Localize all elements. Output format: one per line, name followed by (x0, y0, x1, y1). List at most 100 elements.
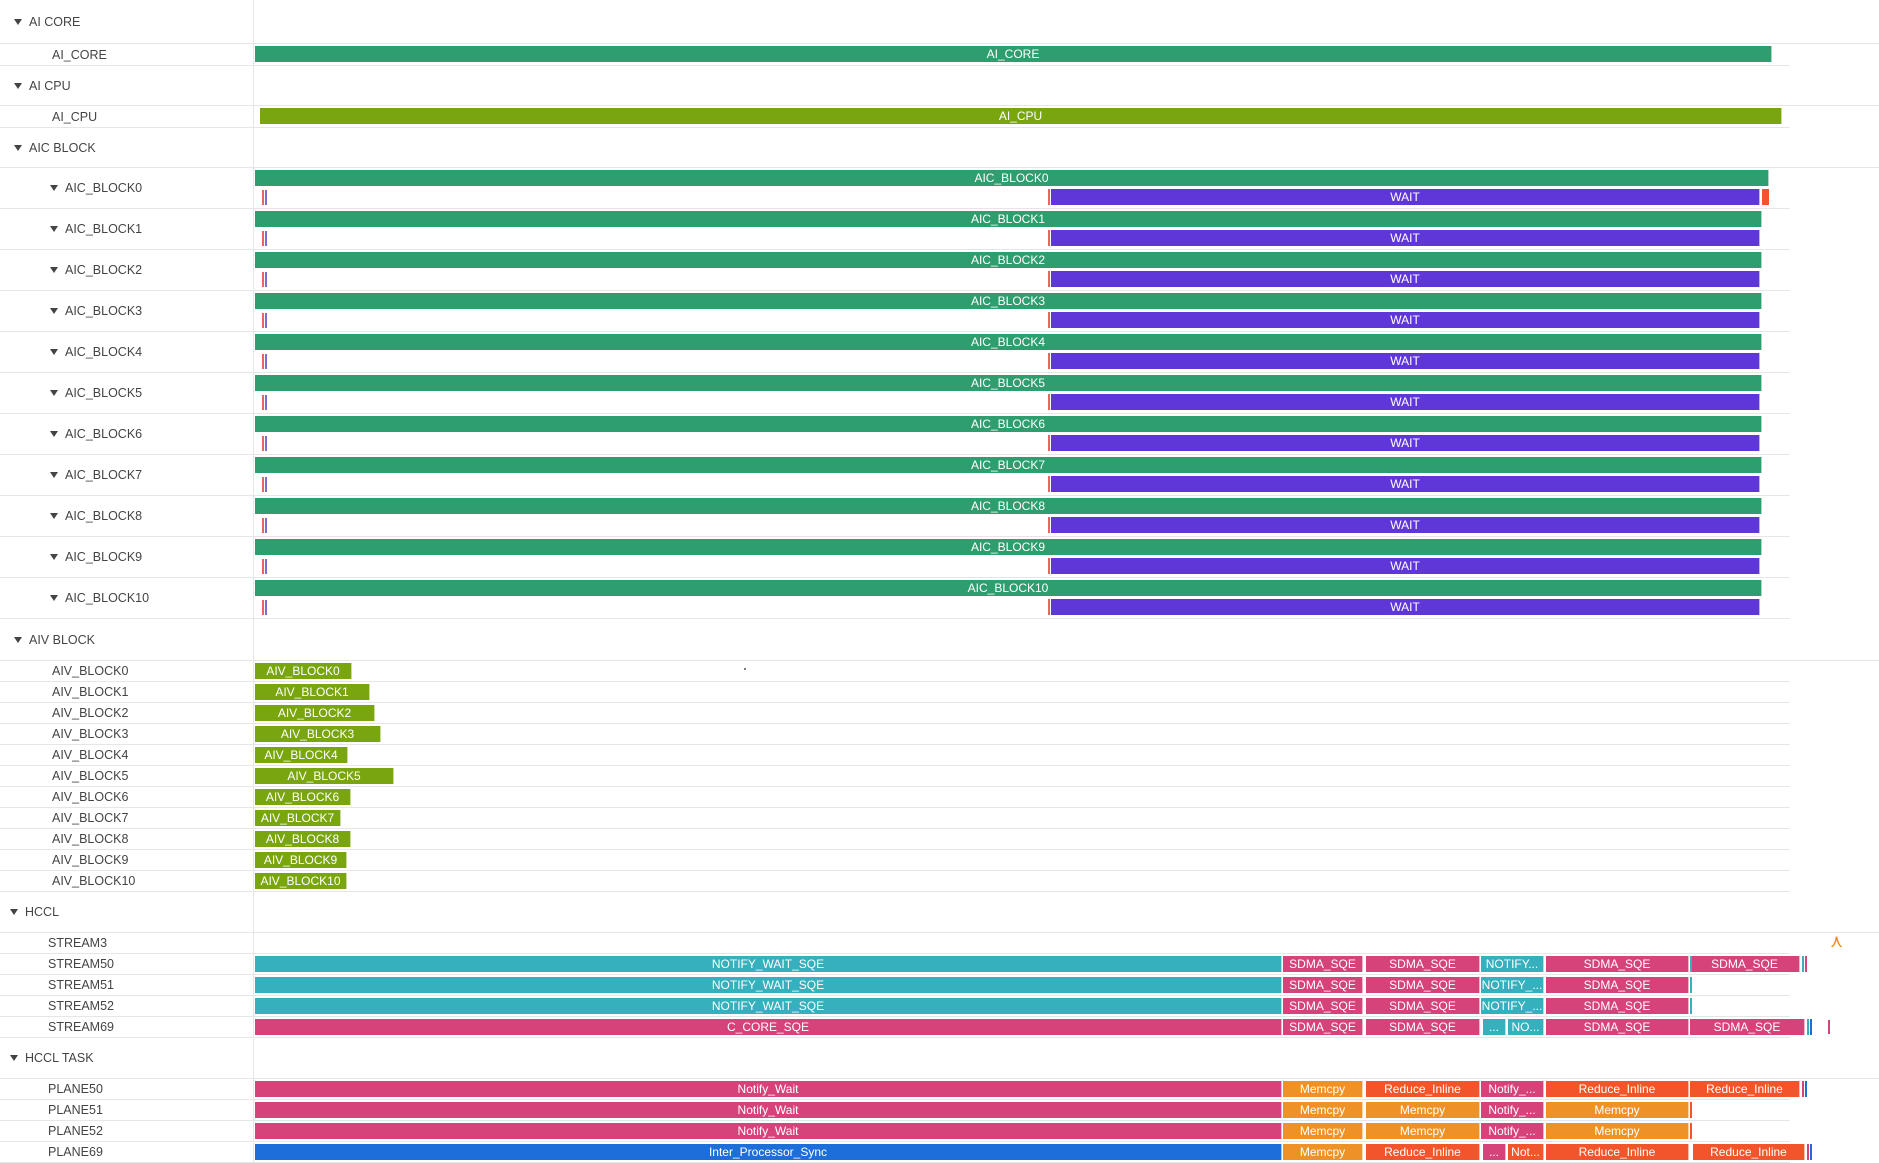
aic-tick-marker[interactable] (1048, 558, 1050, 574)
plane-task-bar[interactable]: Reduce_Inline (1366, 1144, 1480, 1160)
plane-task-bar[interactable]: Not... (1508, 1144, 1544, 1160)
aic-block-bar[interactable]: AIC_BLOCK0 (255, 170, 1769, 186)
row-aic-block-label-cell[interactable]: AIC_BLOCK2 (0, 250, 254, 290)
aic-wait-bar[interactable]: WAIT (1051, 230, 1760, 246)
stream-task-bar[interactable]: SDMA_SQE (1690, 1019, 1805, 1035)
aic-tick-marker[interactable] (262, 600, 264, 615)
group-hccl-task-label-cell[interactable]: HCCL TASK (0, 1038, 254, 1078)
collapse-caret-icon[interactable] (14, 636, 22, 643)
aic-tick-marker[interactable] (265, 600, 267, 615)
stream-tail-marker[interactable] (1805, 956, 1807, 972)
aic-wait-bar[interactable]: WAIT (1051, 558, 1760, 574)
aic-wait-bar[interactable]: WAIT (1051, 394, 1760, 410)
row-aic-block-label-cell[interactable]: AIC_BLOCK8 (0, 496, 254, 536)
aic-tick-marker[interactable] (265, 354, 267, 369)
aic-tick-marker[interactable] (1048, 435, 1050, 451)
stream-task-bar[interactable]: NOTIFY_WAIT_SQE (255, 998, 1282, 1014)
collapse-caret-icon[interactable] (50, 226, 58, 232)
stream-tail-marker[interactable] (1690, 998, 1692, 1014)
aiv-block-bar[interactable]: AIV_BLOCK2 (255, 705, 375, 721)
collapse-caret-icon[interactable] (50, 554, 58, 560)
stream-task-bar[interactable]: NOTIFY_WAIT_SQE (255, 977, 1282, 993)
aic-tick-marker[interactable] (1048, 394, 1050, 410)
plane-task-bar[interactable]: Reduce_Inline (1693, 1144, 1805, 1160)
plane-task-bar[interactable]: Memcpy (1283, 1123, 1363, 1139)
stream-task-bar[interactable]: SDMA_SQE (1366, 956, 1480, 972)
aic-block-bar[interactable]: AIC_BLOCK3 (255, 293, 1762, 309)
stream-task-bar[interactable]: NOTIFY_WAIT_SQE (255, 956, 1282, 972)
row-aic-block-label-cell[interactable]: AIC_BLOCK4 (0, 332, 254, 372)
stream-task-bar[interactable]: ... (1483, 1019, 1506, 1035)
aic-block-bar[interactable]: AIC_BLOCK10 (255, 580, 1762, 596)
aiv-block-bar[interactable]: AIV_BLOCK6 (255, 789, 351, 805)
aic-tick-marker[interactable] (265, 231, 267, 246)
group-ai-cpu-label-cell[interactable]: AI CPU (0, 66, 254, 105)
plane-task-bar[interactable]: Inter_Processor_Sync (255, 1144, 1282, 1160)
aiv-block-bar[interactable]: AIV_BLOCK5 (255, 768, 394, 784)
aic-block-bar[interactable]: AIC_BLOCK2 (255, 252, 1762, 268)
plane-task-bar[interactable]: Notify_Wait (255, 1123, 1282, 1139)
stream-task-bar[interactable]: SDMA_SQE (1546, 977, 1689, 993)
aic-tick-marker[interactable] (262, 354, 264, 369)
flag-marker-icon[interactable]: ⋏ (1830, 931, 1844, 951)
group-ai-core-label-cell[interactable]: AI CORE (0, 0, 254, 43)
aic-wait-bar[interactable]: WAIT (1051, 312, 1760, 328)
row-aic-block-label-cell[interactable]: AIC_BLOCK3 (0, 291, 254, 331)
row-aic-block-label-cell[interactable]: AIC_BLOCK9 (0, 537, 254, 577)
aic-tick-marker[interactable] (262, 313, 264, 328)
plane-task-bar[interactable]: Memcpy (1546, 1123, 1689, 1139)
aic-tick-marker[interactable] (265, 313, 267, 328)
group-aic-block-label-cell[interactable]: AIC BLOCK (0, 128, 254, 167)
group-hccl-label-cell[interactable]: HCCL (0, 892, 254, 932)
aic-block-bar[interactable]: AIC_BLOCK9 (255, 539, 1762, 555)
plane-tail-marker[interactable] (1802, 1081, 1804, 1097)
stream-task-bar[interactable]: SDMA_SQE (1546, 1019, 1689, 1035)
plane-task-bar[interactable]: Memcpy (1366, 1123, 1480, 1139)
aic-tick-marker[interactable] (1048, 271, 1050, 287)
collapse-caret-icon[interactable] (14, 18, 22, 25)
row-aic-block-label-cell[interactable]: AIC_BLOCK5 (0, 373, 254, 413)
stream-task-bar[interactable]: SDMA_SQE (1283, 1019, 1363, 1035)
plane-task-bar[interactable]: Memcpy (1283, 1081, 1363, 1097)
collapse-caret-icon[interactable] (50, 349, 58, 355)
aic-wait-bar[interactable]: WAIT (1051, 189, 1760, 205)
aiv-block-bar[interactable]: AIV_BLOCK3 (255, 726, 381, 742)
collapse-caret-icon[interactable] (10, 909, 18, 915)
row-aic-block-label-cell[interactable]: AIC_BLOCK7 (0, 455, 254, 495)
stream-task-bar[interactable]: C_CORE_SQE (255, 1019, 1282, 1035)
row-aic-block-label-cell[interactable]: AIC_BLOCK0 (0, 168, 254, 208)
stream-task-bar[interactable]: SDMA_SQE (1690, 956, 1800, 972)
aiv-block-bar[interactable]: AIV_BLOCK4 (255, 747, 348, 763)
aic-tick-marker[interactable] (1048, 312, 1050, 328)
aiv-block-bar[interactable]: AIV_BLOCK10 (255, 873, 347, 889)
aic-tick-marker[interactable] (265, 436, 267, 451)
stream-task-bar[interactable]: NO... (1508, 1019, 1544, 1035)
aic-wait-bar[interactable]: WAIT (1051, 517, 1760, 533)
collapse-caret-icon[interactable] (50, 472, 58, 478)
stream-tail-marker[interactable] (1828, 1020, 1830, 1034)
stream-task-bar[interactable]: SDMA_SQE (1366, 977, 1480, 993)
plane-tail-marker[interactable] (1805, 1081, 1807, 1097)
plane-task-bar[interactable]: Memcpy (1283, 1102, 1363, 1118)
collapse-caret-icon[interactable] (14, 144, 22, 151)
collapse-caret-icon[interactable] (50, 185, 58, 191)
stream-task-bar[interactable]: SDMA_SQE (1366, 998, 1480, 1014)
plane-task-bar[interactable]: Memcpy (1283, 1144, 1363, 1160)
stream-task-bar[interactable]: NOTIFY_... (1481, 998, 1544, 1014)
aic-block-bar[interactable]: AIC_BLOCK5 (255, 375, 1762, 391)
plane-tail-marker[interactable] (1807, 1144, 1809, 1160)
aiv-block-bar[interactable]: AIV_BLOCK7 (255, 810, 341, 826)
stream-task-bar[interactable]: SDMA_SQE (1546, 998, 1689, 1014)
aic-tick-marker[interactable] (1048, 476, 1050, 492)
aic-tick-marker[interactable] (265, 559, 267, 574)
plane-task-bar[interactable]: Notify_Wait (255, 1102, 1282, 1118)
row-aic-block-label-cell[interactable]: AIC_BLOCK1 (0, 209, 254, 249)
aiv-block-bar[interactable]: AIV_BLOCK8 (255, 831, 351, 847)
stream-tail-marker[interactable] (1690, 977, 1692, 993)
collapse-caret-icon[interactable] (50, 431, 58, 437)
stream-task-bar[interactable]: NOTIFY... (1481, 956, 1544, 972)
plane-tail-marker[interactable] (1690, 1123, 1692, 1139)
aic-wait-bar[interactable]: WAIT (1051, 599, 1760, 615)
plane-task-bar[interactable]: Reduce_Inline (1546, 1144, 1689, 1160)
row-aic-block-label-cell[interactable]: AIC_BLOCK6 (0, 414, 254, 454)
